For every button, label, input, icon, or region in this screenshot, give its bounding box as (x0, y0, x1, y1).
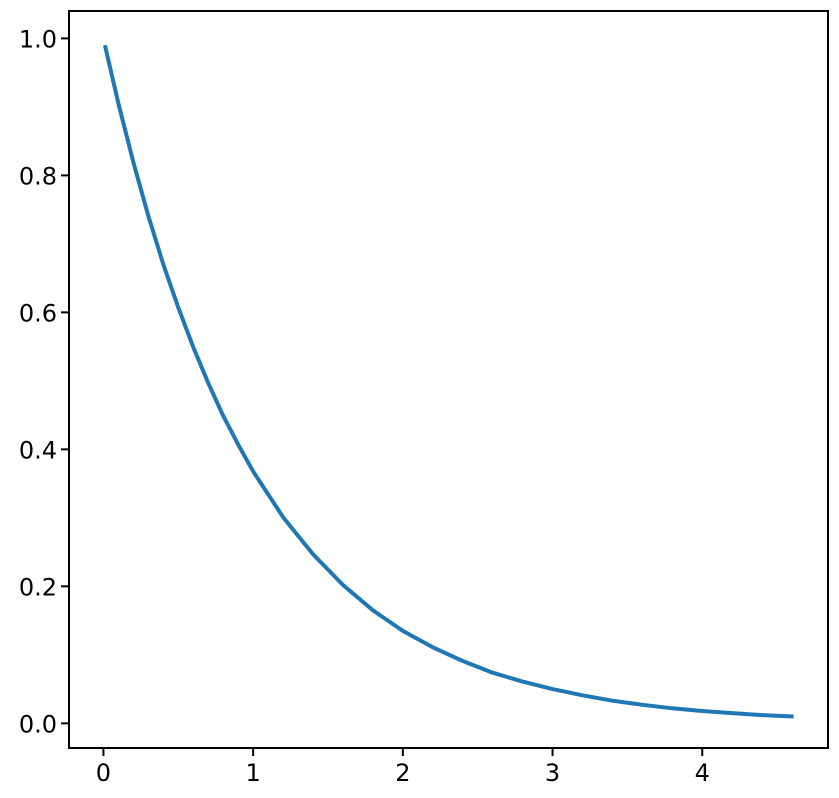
y-tick-label: 0.8 (19, 162, 57, 190)
y-tick-label: 1.0 (19, 25, 57, 53)
x-tick-label: 3 (545, 759, 560, 787)
y-tick-label: 0.2 (19, 573, 57, 601)
x-tick-label: 0 (96, 759, 111, 787)
y-axis: 0.0 0.2 0.4 0.6 0.8 1.0 (19, 25, 69, 738)
plot-frame (68, 10, 829, 749)
x-tick-label: 1 (245, 759, 260, 787)
y-tick-label: 0.6 (19, 299, 57, 327)
y-tick-label: 0.4 (19, 436, 57, 464)
y-tick-label: 0.0 (19, 710, 57, 738)
series-line (102, 44, 794, 719)
x-tick-label: 2 (395, 759, 410, 787)
x-tick-label: 4 (695, 759, 710, 787)
x-axis: 0 1 2 3 4 (96, 748, 710, 787)
